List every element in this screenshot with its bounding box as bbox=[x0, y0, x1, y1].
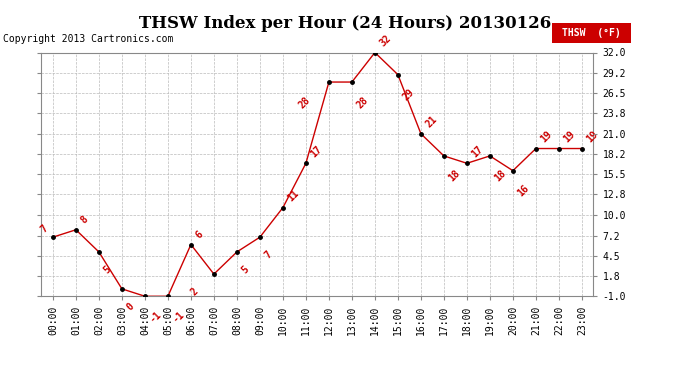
Text: 2: 2 bbox=[189, 286, 200, 298]
Text: -1: -1 bbox=[148, 309, 163, 324]
Text: 21: 21 bbox=[424, 114, 439, 130]
Text: 5: 5 bbox=[239, 264, 251, 276]
Text: 19: 19 bbox=[539, 129, 554, 144]
Text: 7: 7 bbox=[263, 250, 274, 261]
Text: 5: 5 bbox=[101, 264, 113, 276]
Text: 6: 6 bbox=[194, 229, 205, 240]
Text: 28: 28 bbox=[297, 94, 313, 110]
Text: 0: 0 bbox=[125, 302, 136, 313]
Text: 18: 18 bbox=[493, 168, 508, 184]
Text: 11: 11 bbox=[286, 188, 301, 204]
Text: 28: 28 bbox=[355, 94, 370, 110]
Text: THSW Index per Hour (24 Hours) 20130126: THSW Index per Hour (24 Hours) 20130126 bbox=[139, 15, 551, 32]
Text: 19: 19 bbox=[562, 129, 577, 144]
Text: 19: 19 bbox=[584, 129, 600, 144]
Text: THSW  (°F): THSW (°F) bbox=[562, 28, 621, 38]
Text: 16: 16 bbox=[515, 183, 531, 198]
Text: 8: 8 bbox=[79, 214, 90, 226]
Text: 17: 17 bbox=[308, 144, 324, 159]
Text: 29: 29 bbox=[401, 87, 416, 102]
Text: 17: 17 bbox=[470, 144, 485, 159]
Text: 18: 18 bbox=[446, 168, 462, 184]
Text: 7: 7 bbox=[39, 223, 50, 234]
Text: 32: 32 bbox=[377, 33, 393, 48]
Text: -1: -1 bbox=[170, 309, 186, 324]
Text: Copyright 2013 Cartronics.com: Copyright 2013 Cartronics.com bbox=[3, 34, 174, 44]
